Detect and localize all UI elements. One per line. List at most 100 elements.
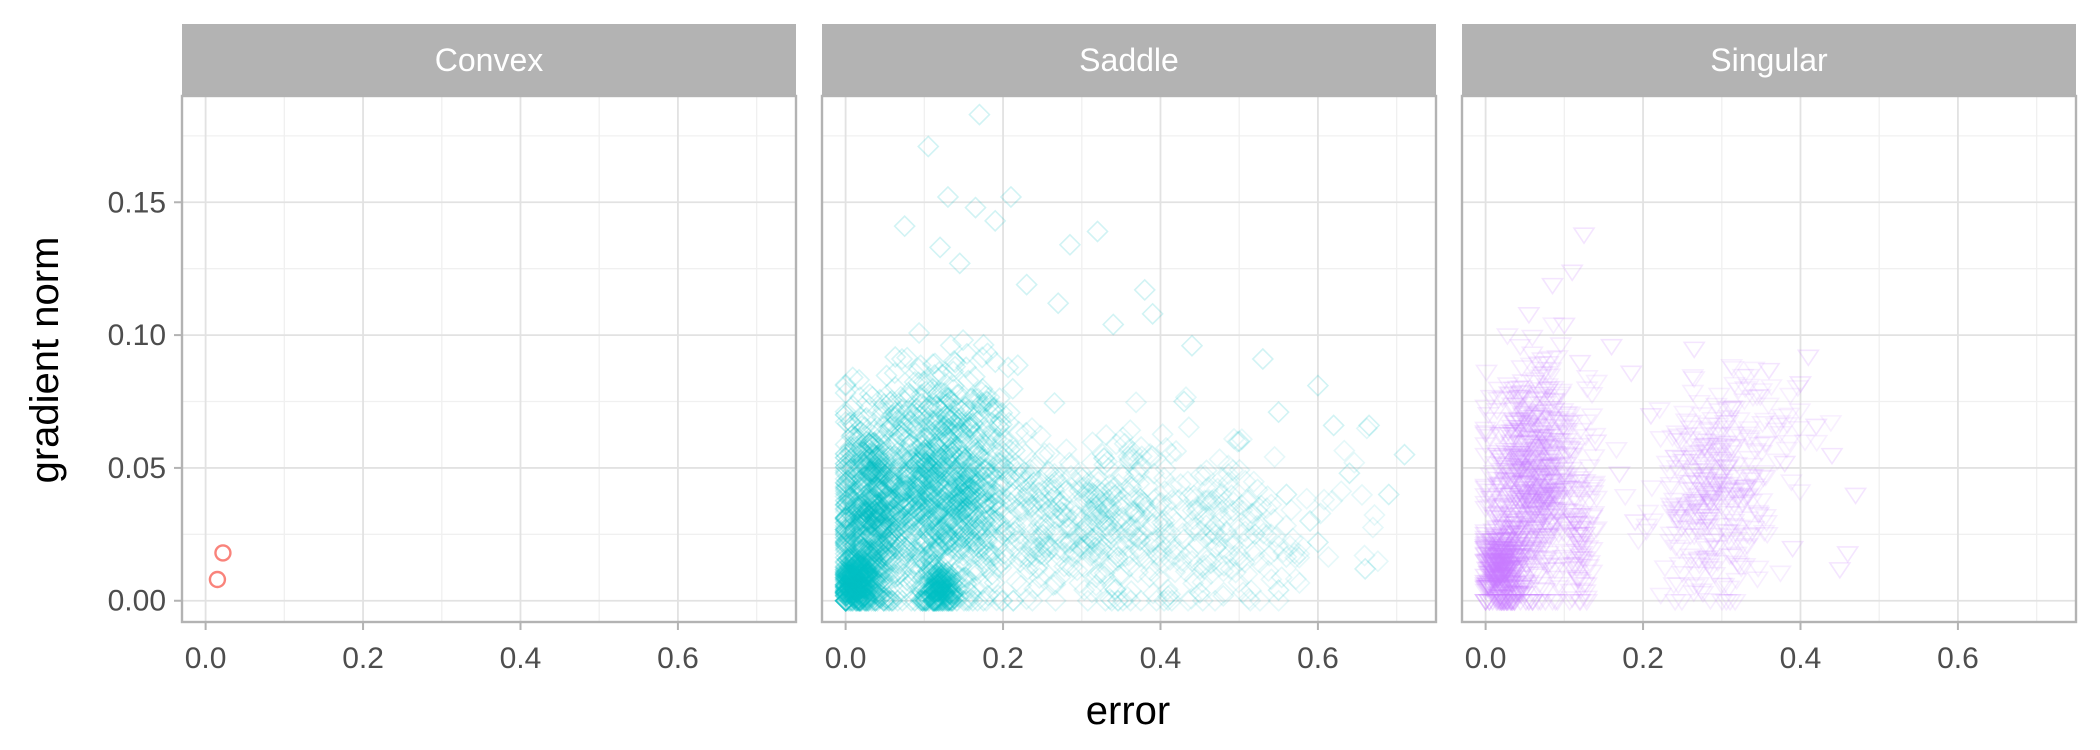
data-point <box>834 403 857 426</box>
data-point <box>847 559 870 582</box>
data-point <box>915 452 938 475</box>
data-point <box>941 489 964 512</box>
data-point <box>899 433 922 456</box>
data-point <box>838 547 862 570</box>
data-point <box>896 346 919 369</box>
data-point <box>950 535 973 558</box>
data-point <box>910 446 933 470</box>
data-point <box>945 512 968 535</box>
data-point <box>843 575 866 598</box>
data-point <box>970 524 993 547</box>
data-point <box>853 416 876 439</box>
x-tick-label: 0.0 <box>1465 642 1507 675</box>
data-point <box>845 441 869 464</box>
data-point <box>956 488 979 512</box>
data-point <box>846 487 869 510</box>
data-point <box>845 586 868 609</box>
gridlines <box>182 96 796 622</box>
data-point <box>909 461 933 484</box>
data-point <box>932 560 956 584</box>
data-point <box>841 487 864 510</box>
data-point <box>909 386 933 410</box>
data-point <box>943 355 967 378</box>
data-point <box>937 528 961 551</box>
data-point <box>931 395 954 418</box>
data-point <box>875 383 899 407</box>
data-point <box>891 589 914 612</box>
data-point <box>867 506 891 530</box>
data-point <box>912 512 936 535</box>
data-point <box>906 479 930 503</box>
data-point <box>834 581 857 604</box>
data-point <box>904 480 928 504</box>
data-point <box>949 538 972 562</box>
data-point <box>907 391 930 414</box>
data-point <box>848 453 872 477</box>
data-point <box>863 493 887 517</box>
data-point <box>935 514 958 537</box>
data-point <box>945 406 968 429</box>
data-point <box>854 585 877 608</box>
data-point <box>845 572 868 595</box>
data-point <box>901 485 925 509</box>
data-point <box>988 513 1011 536</box>
data-point <box>834 580 857 603</box>
data-point <box>893 520 916 544</box>
data-point <box>840 467 863 491</box>
data-point <box>886 589 909 612</box>
data-point <box>910 448 933 471</box>
data-point <box>989 487 1012 511</box>
data-point <box>845 496 868 519</box>
data-point <box>881 523 904 546</box>
data-point <box>838 566 861 589</box>
data-point <box>834 516 857 539</box>
data-point <box>897 381 920 404</box>
data-point <box>893 544 916 567</box>
data-point <box>936 510 960 533</box>
data-point <box>963 515 986 538</box>
data-point <box>851 571 874 594</box>
data-point <box>888 484 912 507</box>
data-point <box>847 564 871 587</box>
data-point <box>895 493 918 517</box>
data-point <box>900 518 923 541</box>
data-point <box>938 547 961 570</box>
data-point <box>847 544 870 567</box>
data-point <box>854 456 877 480</box>
data-point <box>936 476 959 499</box>
data-point <box>867 547 890 571</box>
data-point <box>926 453 949 476</box>
data-point <box>886 481 909 504</box>
data-point <box>861 486 885 509</box>
data-point <box>834 403 857 427</box>
data-point <box>848 509 871 532</box>
x-axis: 0.0 0.2 0.4 0.6 <box>1465 622 1979 675</box>
data-point <box>930 565 953 588</box>
data-point <box>958 467 982 491</box>
data-point <box>925 462 948 485</box>
data-point <box>868 530 891 553</box>
data-point <box>942 418 965 441</box>
data-point <box>882 445 905 468</box>
data-point <box>838 441 861 465</box>
data-point <box>934 487 957 510</box>
data-point <box>884 515 907 538</box>
data-point <box>908 450 931 473</box>
data-point <box>888 515 911 539</box>
data-point <box>880 470 904 493</box>
data-point <box>841 569 865 593</box>
data-point <box>966 387 990 410</box>
data-point <box>980 425 1003 448</box>
data-point <box>967 444 990 467</box>
data-point <box>846 497 870 520</box>
data-point <box>863 476 886 499</box>
data-point <box>967 409 990 432</box>
data-point <box>859 464 882 487</box>
data-point <box>901 511 924 535</box>
data-point <box>951 518 974 542</box>
data-point <box>882 463 905 486</box>
data-point <box>855 545 878 568</box>
data-point <box>867 533 890 557</box>
data-point <box>921 445 944 468</box>
data-point <box>848 410 871 434</box>
